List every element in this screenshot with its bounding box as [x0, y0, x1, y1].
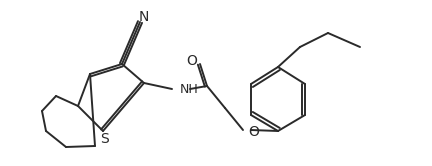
Text: S: S — [100, 132, 108, 146]
Text: NH: NH — [180, 83, 199, 95]
Text: O: O — [187, 54, 197, 68]
Text: N: N — [139, 10, 149, 24]
Text: O: O — [248, 125, 259, 139]
